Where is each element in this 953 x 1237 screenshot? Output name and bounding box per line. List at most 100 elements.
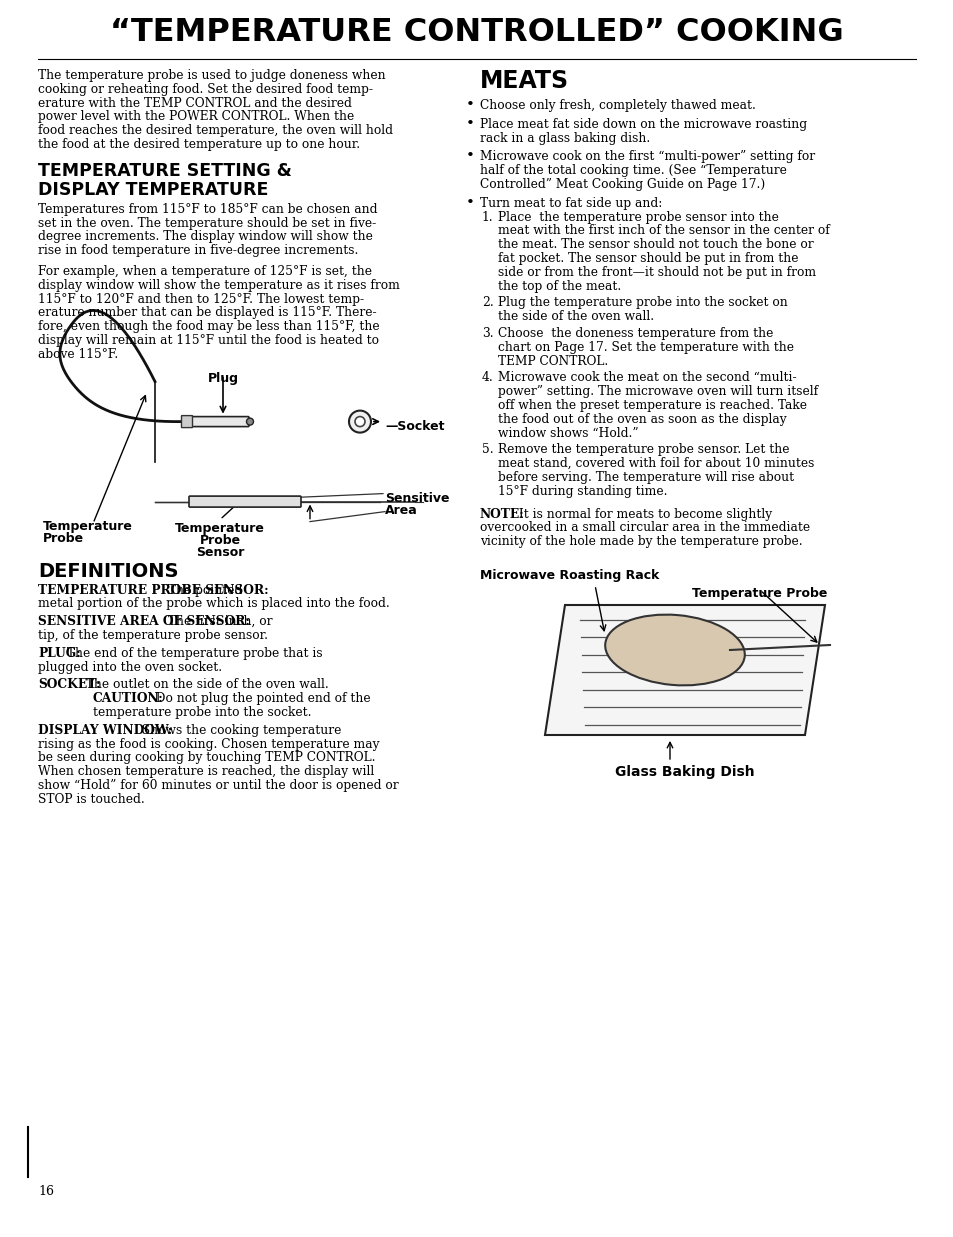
Text: Plug the temperature probe into the socket on: Plug the temperature probe into the sock… [497,297,787,309]
Text: MEATS: MEATS [479,69,569,93]
Text: Temperature Probe: Temperature Probe [692,588,827,600]
Text: Temperatures from 115°F to 185°F can be chosen and: Temperatures from 115°F to 185°F can be … [38,203,377,215]
Text: The temperature probe is used to judge doneness when: The temperature probe is used to judge d… [38,69,385,82]
Text: It is normal for meats to become slightly: It is normal for meats to become slightl… [515,507,771,521]
Text: 16: 16 [38,1185,54,1197]
Text: side or from the front—it should not be put in from: side or from the front—it should not be … [497,266,815,278]
Text: overcooked in a small circular area in the immediate: overcooked in a small circular area in t… [479,522,809,534]
Text: the food at the desired temperature up to one hour.: the food at the desired temperature up t… [38,139,359,151]
Text: Remove the temperature probe sensor. Let the: Remove the temperature probe sensor. Let… [497,443,789,456]
Circle shape [349,411,371,433]
Text: SOCKET:: SOCKET: [38,678,100,691]
Text: Temperature: Temperature [175,522,265,534]
Text: DISPLAY TEMPERATURE: DISPLAY TEMPERATURE [38,181,268,199]
Text: degree increments. The display window will show the: degree increments. The display window wi… [38,230,373,244]
Text: the top of the meat.: the top of the meat. [497,280,620,293]
Text: DISPLAY WINDOW:: DISPLAY WINDOW: [38,724,172,737]
Text: —Socket: —Socket [385,419,444,433]
Text: before serving. The temperature will rise about: before serving. The temperature will ris… [497,471,793,484]
Text: 3.: 3. [481,327,493,340]
Text: half of the total cooking time. (See “Temperature: half of the total cooking time. (See “Te… [479,165,786,177]
Text: •: • [465,195,475,210]
Text: the meat. The sensor should not touch the bone or: the meat. The sensor should not touch th… [497,239,813,251]
Text: vicinity of the hole made by the temperature probe.: vicinity of the hole made by the tempera… [479,536,801,548]
Text: Choose only fresh, completely thawed meat.: Choose only fresh, completely thawed mea… [479,99,755,113]
Text: 115°F to 120°F and then to 125°F. The lowest temp-: 115°F to 120°F and then to 125°F. The lo… [38,293,364,306]
Circle shape [246,418,253,426]
Text: The outlet on the side of the oven wall.: The outlet on the side of the oven wall. [78,678,329,691]
Text: set in the oven. The temperature should be set in five-: set in the oven. The temperature should … [38,216,375,230]
Text: erature number that can be displayed is 115°F. There-: erature number that can be displayed is … [38,307,376,319]
Text: the food out of the oven as soon as the display: the food out of the oven as soon as the … [497,413,786,426]
Text: 4.: 4. [481,371,494,385]
FancyBboxPatch shape [181,416,193,428]
Text: Do not plug the pointed end of the: Do not plug the pointed end of the [148,693,370,705]
Text: Glass Baking Dish: Glass Baking Dish [615,764,754,779]
Text: The end of the temperature probe that is: The end of the temperature probe that is [63,647,322,659]
Text: Plug: Plug [208,371,238,385]
Ellipse shape [604,615,744,685]
Text: •: • [465,150,475,163]
Text: Microwave cook the meat on the second “multi-: Microwave cook the meat on the second “m… [497,371,796,385]
Text: be seen during cooking by touching TEMP CONTROL.: be seen during cooking by touching TEMP … [38,751,375,764]
Text: •: • [465,98,475,113]
Text: Place  the temperature probe sensor into the: Place the temperature probe sensor into … [497,210,778,224]
Text: Area: Area [385,503,417,517]
Circle shape [355,417,365,427]
Text: display window will show the temperature as it rises from: display window will show the temperature… [38,278,399,292]
Text: Sensor: Sensor [195,546,244,559]
Text: Controlled” Meat Cooking Guide on Page 17.): Controlled” Meat Cooking Guide on Page 1… [479,178,764,190]
Text: Probe: Probe [199,533,240,547]
Text: For example, when a temperature of 125°F is set, the: For example, when a temperature of 125°F… [38,265,372,278]
Text: temperature probe into the socket.: temperature probe into the socket. [92,706,312,719]
Text: PLUG:: PLUG: [38,647,81,659]
Text: Microwave Roasting Rack: Microwave Roasting Rack [479,569,659,581]
Text: plugged into the oven socket.: plugged into the oven socket. [38,661,222,674]
Text: power level with the POWER CONTROL. When the: power level with the POWER CONTROL. When… [38,110,354,124]
Text: above 115°F.: above 115°F. [38,348,118,361]
Text: The pointed: The pointed [164,584,242,596]
Text: metal portion of the probe which is placed into the food.: metal portion of the probe which is plac… [38,597,390,610]
Text: 2.: 2. [481,297,494,309]
Polygon shape [544,605,824,735]
Text: rise in food temperature in five-degree increments.: rise in food temperature in five-degree … [38,244,358,257]
Text: Microwave cook on the first “multi-power” setting for: Microwave cook on the first “multi-power… [479,151,814,163]
Text: Sensitive: Sensitive [385,491,449,505]
Text: the side of the oven wall.: the side of the oven wall. [497,310,654,323]
Text: cooking or reheating food. Set the desired food temp-: cooking or reheating food. Set the desir… [38,83,373,95]
Text: Choose  the doneness temperature from the: Choose the doneness temperature from the [497,327,773,340]
FancyBboxPatch shape [189,496,301,507]
Text: Place meat fat side down on the microwave roasting: Place meat fat side down on the microwav… [479,118,806,131]
Text: DEFINITIONS: DEFINITIONS [38,562,178,580]
Text: display will remain at 115°F until the food is heated to: display will remain at 115°F until the f… [38,334,378,348]
Text: food reaches the desired temperature, the oven will hold: food reaches the desired temperature, th… [38,124,393,137]
Text: rising as the food is cooking. Chosen temperature may: rising as the food is cooking. Chosen te… [38,737,379,751]
Text: fat pocket. The sensor should be put in from the: fat pocket. The sensor should be put in … [497,252,798,265]
Text: •: • [465,116,475,131]
Text: When chosen temperature is reached, the display will: When chosen temperature is reached, the … [38,766,374,778]
Text: Turn meat to fat side up and:: Turn meat to fat side up and: [479,197,661,210]
Text: 15°F during standing time.: 15°F during standing time. [497,485,667,497]
Text: TEMPERATURE SETTING &: TEMPERATURE SETTING & [38,162,292,179]
Text: show “Hold” for 60 minutes or until the door is opened or: show “Hold” for 60 minutes or until the … [38,779,398,792]
Text: TEMPERATURE PROBE SENSOR:: TEMPERATURE PROBE SENSOR: [38,584,269,596]
Text: meat with the first inch of the sensor in the center of: meat with the first inch of the sensor i… [497,224,829,238]
Text: 5.: 5. [481,443,493,456]
Text: TEMP CONTROL.: TEMP CONTROL. [497,355,608,367]
Text: power” setting. The microwave oven will turn itself: power” setting. The microwave oven will … [497,385,818,398]
Text: chart on Page 17. Set the temperature with the: chart on Page 17. Set the temperature wi… [497,341,793,354]
Text: CAUTION:: CAUTION: [92,693,164,705]
Text: The first inch, or: The first inch, or [164,615,273,628]
Text: tip, of the temperature probe sensor.: tip, of the temperature probe sensor. [38,628,268,642]
Text: STOP is touched.: STOP is touched. [38,793,145,805]
Text: rack in a glass baking dish.: rack in a glass baking dish. [479,131,650,145]
Text: window shows “Hold.”: window shows “Hold.” [497,427,638,439]
Text: SENSITIVE AREA OF SENSOR:: SENSITIVE AREA OF SENSOR: [38,615,250,628]
Text: “TEMPERATURE CONTROLLED” COOKING: “TEMPERATURE CONTROLLED” COOKING [110,17,843,48]
Text: 1.: 1. [481,210,493,224]
Text: Temperature: Temperature [43,520,132,533]
Text: fore, even though the food may be less than 115°F, the: fore, even though the food may be less t… [38,320,379,333]
Text: erature with the TEMP CONTROL and the desired: erature with the TEMP CONTROL and the de… [38,96,352,110]
Text: Probe: Probe [43,532,84,544]
FancyBboxPatch shape [189,417,249,427]
